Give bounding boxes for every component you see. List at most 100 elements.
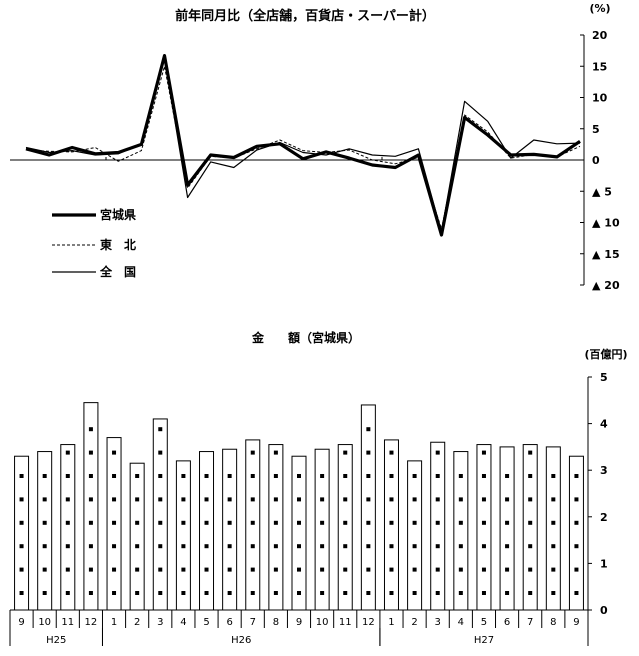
month-label: 9 xyxy=(573,617,579,628)
line-chart-y-tick-label: 5 xyxy=(592,123,600,136)
bar-pattern-dot xyxy=(389,544,394,549)
bar-chart-y-tick-label: 4 xyxy=(600,418,608,431)
bar-pattern-dot xyxy=(505,474,510,478)
line-chart-y-tick-label: ▲ 20 xyxy=(592,279,620,292)
bar-pattern-dot xyxy=(88,544,93,549)
bar-pattern-dot xyxy=(343,544,348,549)
month-label: 11 xyxy=(61,617,74,628)
bar-pattern-dot xyxy=(181,567,186,572)
bar-pattern-dot xyxy=(297,591,301,595)
bar xyxy=(499,446,515,611)
bar xyxy=(222,448,238,611)
line-chart-y-axis: 20 15 10 5 0 ▲ 5 ▲ 10 ▲ 15 ▲ 20 xyxy=(10,29,620,292)
line-chart-y-tick-label: 0 xyxy=(592,154,600,167)
series-line-miyagi xyxy=(25,54,581,237)
bar-pattern-dot xyxy=(412,497,417,502)
yoy-line-chart: 前年同月比（全店舗，百貨店・スーパー計） (%) 20 15 10 5 0 ▲ 5 ▲ 10… xyxy=(10,2,620,292)
bar-pattern-dot xyxy=(42,591,47,595)
bar-pattern-dot xyxy=(273,497,278,502)
bar-pattern-dot xyxy=(135,544,140,549)
bar xyxy=(314,448,330,611)
bar-pattern-dot xyxy=(19,497,24,502)
bar-pattern-dot xyxy=(320,567,325,572)
bar-pattern-dot xyxy=(481,474,486,478)
bar-pattern-dot xyxy=(158,591,163,595)
year-label: H25 xyxy=(46,635,66,646)
bar-pattern-dot xyxy=(435,497,440,502)
bar-pattern-dot xyxy=(389,567,394,572)
month-label: 11 xyxy=(339,617,352,628)
bar-pattern-dot xyxy=(412,567,417,572)
line-chart-unit: (%) xyxy=(589,2,610,15)
bar-pattern-dot xyxy=(65,544,70,549)
bar-pattern-dot xyxy=(65,474,70,478)
bar xyxy=(522,444,538,611)
bar-pattern-dot xyxy=(158,567,163,572)
year-label: H26 xyxy=(231,635,251,646)
bar-pattern-dot xyxy=(204,544,209,549)
bar-pattern-dot xyxy=(112,497,117,502)
bar-pattern-dot xyxy=(19,544,24,549)
line-chart-title: 前年同月比（全店舗，百貨店・スーパー計） xyxy=(175,8,435,24)
bar-pattern-dot xyxy=(505,544,510,549)
month-label: 3 xyxy=(157,617,163,628)
bar-chart-y-tick-label: 0 xyxy=(600,604,608,617)
month-label: 12 xyxy=(85,617,98,628)
bar-pattern-dot xyxy=(551,474,556,478)
bar-pattern-dot xyxy=(505,591,510,595)
bar-pattern-dot xyxy=(528,474,533,478)
bar-pattern-dot xyxy=(65,520,70,525)
month-label: 2 xyxy=(411,617,417,628)
month-label: 5 xyxy=(203,617,209,628)
bar-pattern-dot xyxy=(42,544,47,549)
bar-pattern-dot xyxy=(227,591,232,595)
bar-pattern-dot xyxy=(42,567,47,572)
bar-chart-title: 金 額（宮城県） xyxy=(251,330,360,345)
bar-pattern-dot xyxy=(551,497,556,502)
bar-pattern-dot xyxy=(574,591,579,595)
bar-pattern-dot xyxy=(412,544,417,549)
bar xyxy=(545,446,561,611)
bar xyxy=(60,444,76,611)
bar-pattern-dot xyxy=(112,544,117,549)
month-label: 4 xyxy=(458,617,464,628)
bar-pattern-dot xyxy=(343,567,348,572)
bar-pattern-dot xyxy=(181,497,186,502)
bar-pattern-dot xyxy=(88,591,93,595)
bar xyxy=(430,441,446,611)
month-label: 3 xyxy=(435,617,441,628)
bar-pattern-dot xyxy=(389,591,394,595)
bar-pattern-dot xyxy=(389,497,394,502)
month-label: 10 xyxy=(38,617,51,628)
bar-pattern-dot xyxy=(88,450,93,455)
bar-pattern-dot xyxy=(273,450,278,455)
bar-pattern-dot xyxy=(366,450,371,455)
bar xyxy=(175,460,191,611)
month-label: 6 xyxy=(504,617,510,628)
bar-pattern-dot xyxy=(320,497,325,502)
bar-pattern-dot xyxy=(42,520,47,525)
month-label: 8 xyxy=(273,617,279,628)
bar xyxy=(383,439,399,611)
bar-pattern-dot xyxy=(551,520,556,525)
bar-pattern-dot xyxy=(158,544,163,549)
bar-chart-unit: (百億円) xyxy=(584,347,627,361)
bar-pattern-dot xyxy=(505,567,510,572)
bar-pattern-dot xyxy=(481,520,486,525)
bar-chart-y-tick-label: 1 xyxy=(600,557,608,570)
bar-pattern-dot xyxy=(273,520,278,525)
bar-pattern-dot xyxy=(88,474,93,478)
bar-pattern-dot xyxy=(435,450,440,455)
bar-chart-y-tick-label: 5 xyxy=(600,371,608,384)
bar-pattern-dot xyxy=(528,591,533,595)
bar-pattern-dot xyxy=(19,520,24,525)
bar-pattern-dot xyxy=(458,567,463,572)
bar-pattern-dot xyxy=(343,591,348,595)
bar xyxy=(337,444,353,611)
bar-pattern-dot xyxy=(250,450,255,455)
month-label: 9 xyxy=(18,617,24,628)
bar-pattern-dot xyxy=(181,520,186,525)
legend-label: 東 北 xyxy=(100,237,136,252)
bar-pattern-dot xyxy=(458,544,463,549)
